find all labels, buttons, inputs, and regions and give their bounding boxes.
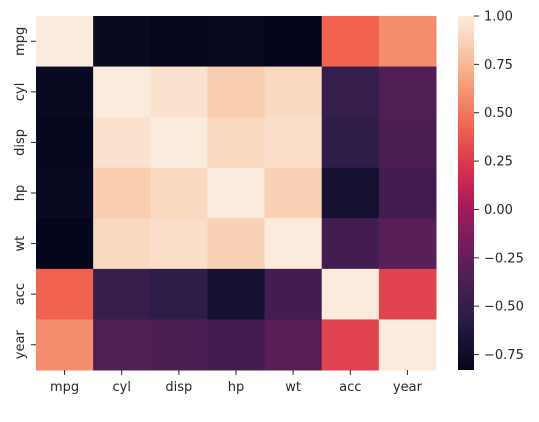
heatmap-cell-acc-disp [150, 268, 208, 320]
y-tick-label: year [13, 330, 28, 360]
heatmap-cell-acc-hp [207, 268, 266, 320]
heatmap-cell-mpg-mpg [36, 16, 94, 68]
heatmap-cell-year-acc [321, 319, 380, 371]
y-tick-label: disp [13, 129, 28, 156]
heatmap-cell-wt-disp [150, 218, 208, 270]
heatmap-cell-acc-acc [321, 268, 380, 320]
heatmap-cell-mpg-disp [150, 16, 208, 68]
x-tick-label: disp [165, 380, 192, 395]
y-axis: mpg cyl disp hp wt acc year [13, 27, 36, 360]
heatmap-cell-year-disp [150, 319, 208, 371]
heatmap-cell-wt-acc [321, 218, 380, 270]
heatmap-cell-mpg-acc [321, 16, 380, 68]
heatmap-cell-wt-cyl [93, 218, 151, 270]
heatmap-cell-mpg-year [378, 16, 437, 68]
heatmap-cell-disp-cyl [93, 117, 151, 169]
heatmap-cell-disp-year [378, 117, 437, 169]
heatmap-cell-hp-wt [264, 167, 323, 219]
heatmap-cell-acc-cyl [93, 268, 151, 320]
x-axis: mpg cyl disp hp wt acc year [50, 370, 423, 395]
heatmap-cell-cyl-mpg [36, 66, 94, 118]
heatmap-cell-disp-wt [264, 117, 323, 169]
colorbar-tick-label: 0.75 [484, 58, 513, 73]
heatmap-cell-cyl-acc [321, 66, 380, 118]
heatmap-cells [36, 16, 437, 371]
heatmap-cell-disp-mpg [36, 117, 94, 169]
heatmap-cell-wt-year [378, 218, 437, 270]
y-tick-label: mpg [13, 27, 28, 56]
x-tick-label: cyl [112, 380, 130, 395]
x-tick-label: hp [228, 380, 245, 395]
colorbar-tick-label: −0.25 [484, 251, 524, 266]
heatmap-cell-hp-year [378, 167, 437, 219]
heatmap-cell-wt-hp [207, 218, 266, 270]
heatmap-cell-year-year [378, 319, 437, 371]
heatmap-cell-year-hp [207, 319, 266, 371]
colorbar-tick-label: −0.50 [484, 300, 524, 315]
heatmap-cell-cyl-year [378, 66, 437, 118]
y-tick-label: cyl [13, 83, 28, 101]
heatmap-cell-hp-cyl [93, 167, 151, 219]
colorbar [458, 16, 474, 370]
heatmap-cell-disp-disp [150, 117, 208, 169]
colorbar-ticks: 1.00 0.75 0.50 0.25 0.00 −0.25 −0.50 −0.75 [474, 10, 524, 363]
heatmap-cell-cyl-disp [150, 66, 208, 118]
colorbar-tick-label: 0.50 [484, 106, 513, 121]
x-tick-label: mpg [50, 380, 79, 395]
heatmap-cell-cyl-cyl [93, 66, 151, 118]
colorbar-tick-label: 1.00 [484, 10, 513, 25]
heatmap-cell-hp-disp [150, 167, 208, 219]
heatmap-cell-mpg-hp [207, 16, 266, 68]
x-tick-label: year [393, 380, 423, 395]
heatmap-cell-cyl-hp [207, 66, 266, 118]
heatmap-cell-hp-hp [207, 167, 266, 219]
heatmap-cell-hp-mpg [36, 167, 94, 219]
colorbar-gradient [458, 16, 474, 370]
heatmap-cell-wt-mpg [36, 218, 94, 270]
colorbar-tick-label: 0.00 [484, 203, 513, 218]
heatmap-cell-disp-acc [321, 117, 380, 169]
x-tick-label: acc [339, 380, 361, 395]
heatmap-cell-mpg-cyl [93, 16, 151, 68]
x-tick-label: wt [285, 380, 301, 395]
colorbar-tick-label: −0.75 [484, 348, 524, 363]
heatmap-cell-acc-year [378, 268, 437, 320]
heatmap-cell-year-wt [264, 319, 323, 371]
heatmap-cell-disp-hp [207, 117, 266, 169]
heatmap-cell-wt-wt [264, 218, 323, 270]
y-tick-label: acc [13, 283, 28, 305]
heatmap-cell-mpg-wt [264, 16, 323, 68]
y-tick-label: hp [13, 185, 28, 202]
heatmap-cell-acc-mpg [36, 268, 94, 320]
heatmap-cell-cyl-wt [264, 66, 323, 118]
heatmap-cell-acc-wt [264, 268, 323, 320]
heatmap-cell-hp-acc [321, 167, 380, 219]
colorbar-tick-label: 0.25 [484, 155, 513, 170]
heatmap-cell-year-mpg [36, 319, 94, 371]
heatmap-cell-year-cyl [93, 319, 151, 371]
y-tick-label: wt [13, 236, 28, 252]
